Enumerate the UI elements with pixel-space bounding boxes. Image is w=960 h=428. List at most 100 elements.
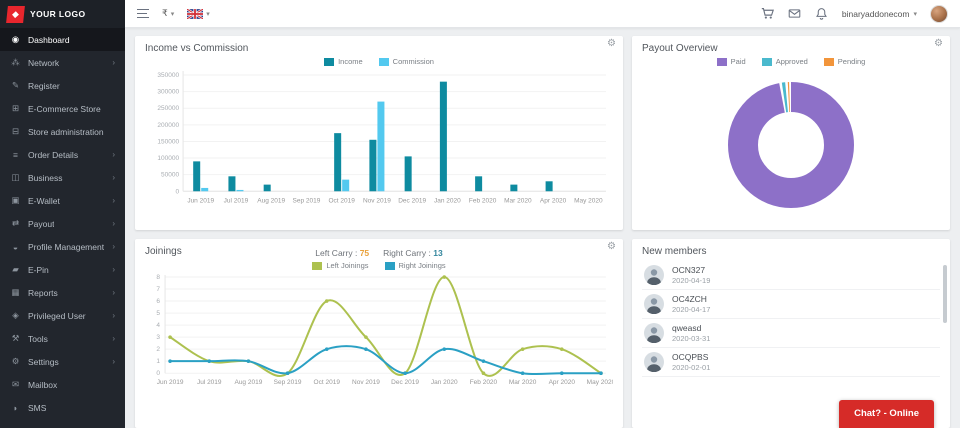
chevron-right-icon: › xyxy=(112,265,115,274)
legend-label: Commission xyxy=(392,57,434,66)
svg-text:Jan 2020: Jan 2020 xyxy=(434,197,461,204)
sidebar-item-icon: ≡ xyxy=(13,149,18,160)
sidebar-item[interactable]: ▦ Reports › xyxy=(0,281,125,304)
chevron-right-icon: › xyxy=(112,150,115,159)
left-carry: Left Carry : 75 xyxy=(315,248,369,258)
chat-button[interactable]: Chat? - Online xyxy=(839,400,934,428)
uk-flag-icon xyxy=(187,8,204,19)
sidebar-item[interactable]: ⊞ E-Commerce Store xyxy=(0,97,125,120)
payout-card: Payout Overview ⚙ Paid Approved Pending xyxy=(632,36,950,230)
sidebar-item[interactable]: ⚒ Tools › xyxy=(0,327,125,350)
member-row[interactable]: OC4ZCH 2020-04-17 xyxy=(642,290,940,319)
sidebar-item[interactable]: ◫ Business › xyxy=(0,166,125,189)
left-carry-label: Left Carry : xyxy=(315,248,358,258)
left-joinings-legend-swatch xyxy=(312,261,323,270)
gear-icon[interactable]: ⚙ xyxy=(607,38,616,49)
sidebar-item-label: Register xyxy=(28,80,60,91)
sidebar-item[interactable]: ⇄ Payout › xyxy=(0,212,125,235)
username: binaryaddonecom xyxy=(841,8,910,19)
sidebar-item[interactable]: ⊟ Store administration xyxy=(0,120,125,143)
sidebar-item-icon: ⊟ xyxy=(11,126,20,136)
sidebar-item-icon: ◗ xyxy=(12,402,19,413)
svg-text:May 2020: May 2020 xyxy=(587,379,613,386)
caret-down-icon: ▾ xyxy=(206,10,210,18)
svg-text:2: 2 xyxy=(156,346,160,353)
member-info: OCQPBS 2020-02-01 xyxy=(672,352,710,372)
svg-text:7: 7 xyxy=(156,286,160,293)
sidebar-item-icon: ▰ xyxy=(12,264,19,274)
income-card-title: Income vs Commission xyxy=(145,43,249,54)
sidebar-item[interactable]: ◈ Privileged User › xyxy=(0,304,125,327)
svg-text:Oct 2019: Oct 2019 xyxy=(328,197,355,204)
members-scrollbar[interactable] xyxy=(943,265,947,323)
sidebar-item[interactable]: ⁂ Network › xyxy=(0,51,125,74)
sidebar-item-icon: ⚒ xyxy=(11,333,20,343)
sidebar-item[interactable]: ▣ E-Wallet › xyxy=(0,189,125,212)
sidebar-item-label: E-Pin xyxy=(28,264,49,275)
logo[interactable]: ◆ YOUR LOGO xyxy=(0,0,125,28)
svg-text:Sep 2019: Sep 2019 xyxy=(274,379,302,386)
joinings-card-title: Joinings xyxy=(145,246,182,257)
members-card-title: New members xyxy=(642,246,707,257)
sidebar-item-label: Payout xyxy=(28,218,55,229)
right-carry-label: Right Carry : xyxy=(383,248,431,258)
mail-icon[interactable] xyxy=(788,7,802,21)
member-avatar xyxy=(644,294,664,315)
sidebar-item[interactable]: ✎ Register xyxy=(0,74,125,97)
sidebar-item-label: Order Details xyxy=(28,149,79,160)
gear-icon[interactable]: ⚙ xyxy=(607,241,616,252)
chevron-right-icon: › xyxy=(112,242,115,251)
sidebar-item-label: Tools xyxy=(28,333,48,344)
payout-chart-svg xyxy=(728,82,854,208)
sidebar-item[interactable]: ◉ Dashboard xyxy=(0,28,125,51)
svg-text:Apr 2020: Apr 2020 xyxy=(540,197,567,204)
member-avatar xyxy=(644,352,664,373)
cart-icon[interactable] xyxy=(761,7,775,21)
svg-text:Aug 2019: Aug 2019 xyxy=(257,197,285,204)
sidebar: ◆ YOUR LOGO ◉ Dashboard ⁂ Network › ✎ Re… xyxy=(0,0,125,428)
user-avatar[interactable] xyxy=(930,4,948,23)
logo-text: YOUR LOGO xyxy=(30,9,86,19)
member-name: OCQPBS xyxy=(672,352,709,362)
gear-icon[interactable]: ⚙ xyxy=(934,38,943,49)
sidebar-item-label: Store administration xyxy=(28,126,104,137)
legend-label: Approved xyxy=(775,57,808,66)
legend-label: Pending xyxy=(837,57,866,66)
svg-text:Feb 2020: Feb 2020 xyxy=(470,379,498,386)
sidebar-item[interactable]: ◗ SMS xyxy=(0,396,125,419)
sidebar-item-icon: ▣ xyxy=(11,195,20,205)
sidebar-item-label: Mailbox xyxy=(28,379,58,390)
sidebar-item-icon: ◉ xyxy=(11,34,20,44)
language-dropdown[interactable]: ▾ xyxy=(187,8,210,19)
sidebar-item[interactable]: ◒ Profile Management › xyxy=(0,235,125,258)
bell-icon[interactable] xyxy=(815,7,829,21)
sidebar-item[interactable]: ✉ Mailbox xyxy=(0,373,125,396)
currency-dropdown[interactable]: ₹ ▾ xyxy=(162,8,174,19)
chevron-right-icon: › xyxy=(112,173,115,182)
sidebar-item-icon: ⚙ xyxy=(11,356,20,366)
sidebar-item[interactable]: ≡ Order Details › xyxy=(0,143,125,166)
left-carry-value: 75 xyxy=(359,248,370,258)
sidebar-toggle-icon[interactable] xyxy=(137,9,149,18)
sidebar-item[interactable]: ▰ E-Pin › xyxy=(0,258,125,281)
sidebar-item[interactable]: ⚙ Settings › xyxy=(0,350,125,373)
sidebar-nav: ◉ Dashboard ⁂ Network › ✎ Register ⊞ E-C… xyxy=(0,28,125,428)
svg-text:Aug 2019: Aug 2019 xyxy=(234,379,262,386)
member-row[interactable]: OCQPBS 2020-02-01 xyxy=(642,348,940,377)
sidebar-item-icon: ⁂ xyxy=(11,57,20,67)
svg-text:Apr 2020: Apr 2020 xyxy=(549,379,576,386)
user-menu[interactable]: binaryaddonecom ▾ xyxy=(842,9,917,19)
member-date: 2020-04-19 xyxy=(672,276,711,285)
member-row[interactable]: OCN327 2020-04-19 xyxy=(642,261,940,290)
svg-text:50000: 50000 xyxy=(161,172,179,179)
member-row[interactable]: qweasd 2020-03-31 xyxy=(642,319,940,348)
svg-text:Jun 2019: Jun 2019 xyxy=(187,197,214,204)
legend-label: Income xyxy=(338,57,363,66)
members-list: OCN327 2020-04-19 OC4ZCH 2020-04-17 qwea xyxy=(642,261,940,377)
chevron-right-icon: › xyxy=(112,357,115,366)
person-icon xyxy=(644,323,664,344)
svg-text:5: 5 xyxy=(156,310,160,317)
person-icon xyxy=(644,294,664,315)
sidebar-item-icon: ✎ xyxy=(11,80,20,90)
legend-item-commission: Commission xyxy=(378,57,434,66)
